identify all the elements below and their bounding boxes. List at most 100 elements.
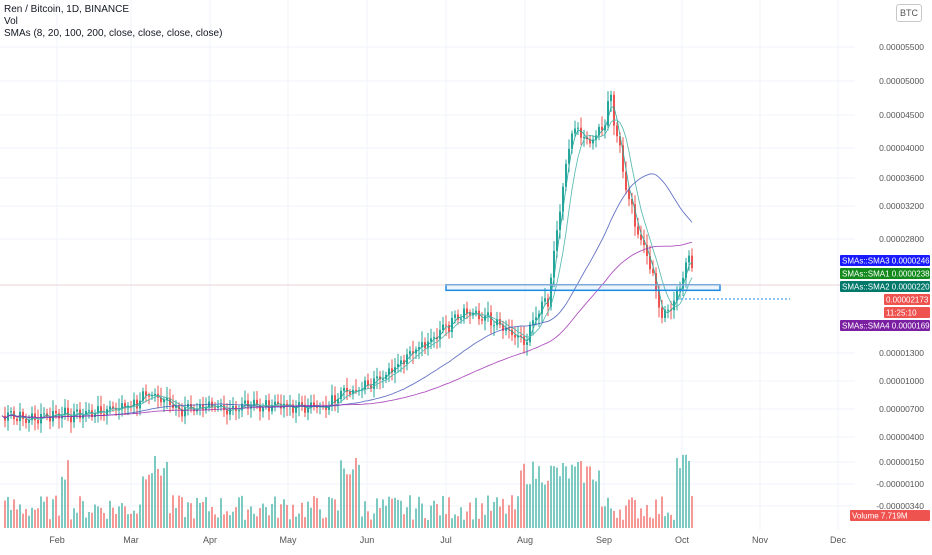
candle-body [397,363,399,368]
x-tick-label: Nov [752,535,769,545]
volume-bar [439,515,441,528]
volume-bar [559,476,561,528]
currency-badge[interactable]: BTC [896,4,922,22]
candle-body [631,199,633,205]
volume-bar [649,517,651,528]
volume-bar [664,516,666,528]
volume-bar [589,466,591,528]
volume-bar [217,517,219,528]
candle-body [529,324,531,343]
sma3-label-bg [840,255,930,266]
volume-bar [541,482,543,528]
volume-bar [277,517,279,528]
volume-bar [529,484,531,528]
volume-bar [58,515,60,528]
volume-bar [532,461,534,528]
countdown-label: 11:25:10 [886,309,917,318]
sma-8-line [1,106,693,422]
candle-body [70,417,72,423]
candle-body [367,380,369,386]
moving-averages [1,106,693,422]
symbol-title[interactable]: Ren / Bitcoin, 1D, BINANCE [4,4,130,15]
volume-bar [427,519,429,528]
candle-body [466,308,468,314]
sma3-label: SMAs::SMA3 0.00002469 [842,257,932,266]
candle-body [499,319,501,325]
candle-body [199,404,201,409]
candle-body [163,399,165,403]
candle-body [385,374,387,379]
candle-body [616,125,618,137]
candle-body [622,145,624,172]
volume-bar [421,503,423,528]
volume-bar [268,515,270,528]
volume-bar [256,516,258,528]
volume-indicator-label[interactable]: Vol [4,16,18,27]
candle-body [13,411,15,419]
volume-bar [250,506,252,528]
candle-body [94,413,96,418]
candle-body [523,336,525,345]
candle-body [664,310,666,318]
volume-bar [487,495,489,528]
volume-bar [670,514,672,528]
candle-body [85,410,87,415]
candle-body [16,418,18,421]
y-tick-label: 0.00001000 [879,376,924,386]
candle-body [442,324,444,330]
volume-bar [631,497,633,528]
candle-body [382,378,384,380]
candle-body [136,399,138,409]
candle-body [649,256,651,270]
candle-body [304,404,306,413]
candle-body [460,318,462,320]
volume-bar [562,462,564,528]
candle-body [610,94,612,102]
volume-bar [346,474,348,528]
volume-bar [607,497,609,528]
volume-bar [292,504,294,528]
candle-body [334,395,336,404]
candle-body [625,171,627,190]
volume-bar [388,496,390,528]
y-tick-label: 0.00000400 [879,432,924,442]
candle-body [607,101,609,126]
volume-bar [472,519,474,528]
volume-bar [202,501,204,528]
candle-body [376,376,378,379]
sma1-label-bg [840,268,930,279]
candle-body [220,405,222,407]
volume-bar [274,496,276,528]
candle-body [295,406,297,413]
volume-bar [385,505,387,528]
volume-bar [301,502,303,528]
candle-body [124,403,126,409]
candle-body [145,391,147,396]
candle-body [502,324,504,331]
volume-bar [67,460,69,528]
volume-bar [97,506,99,528]
volume-bar [4,500,6,528]
volume-bar [175,508,177,528]
volume-bar [295,516,297,528]
sma-indicator-label[interactable]: SMAs (8, 20, 100, 200, close, close, clo… [4,28,223,39]
candle-body [388,368,390,375]
volume-bar [451,518,453,528]
candle-body [133,399,135,407]
volume-bar [22,513,24,528]
volume-bar [199,503,201,528]
volume-bar [580,461,582,528]
volume-bar [19,504,21,528]
y-tick-label: -0.00000100 [876,479,924,489]
volume-bar [436,504,438,528]
volume-bar [667,512,669,528]
volume-bar [139,504,141,528]
y-tick-label: -0.00000340 [876,501,924,511]
candle-body [487,312,489,316]
candle-body [172,404,174,408]
candle-body [409,351,411,355]
candle-body [496,319,498,326]
candle-body [583,137,585,139]
